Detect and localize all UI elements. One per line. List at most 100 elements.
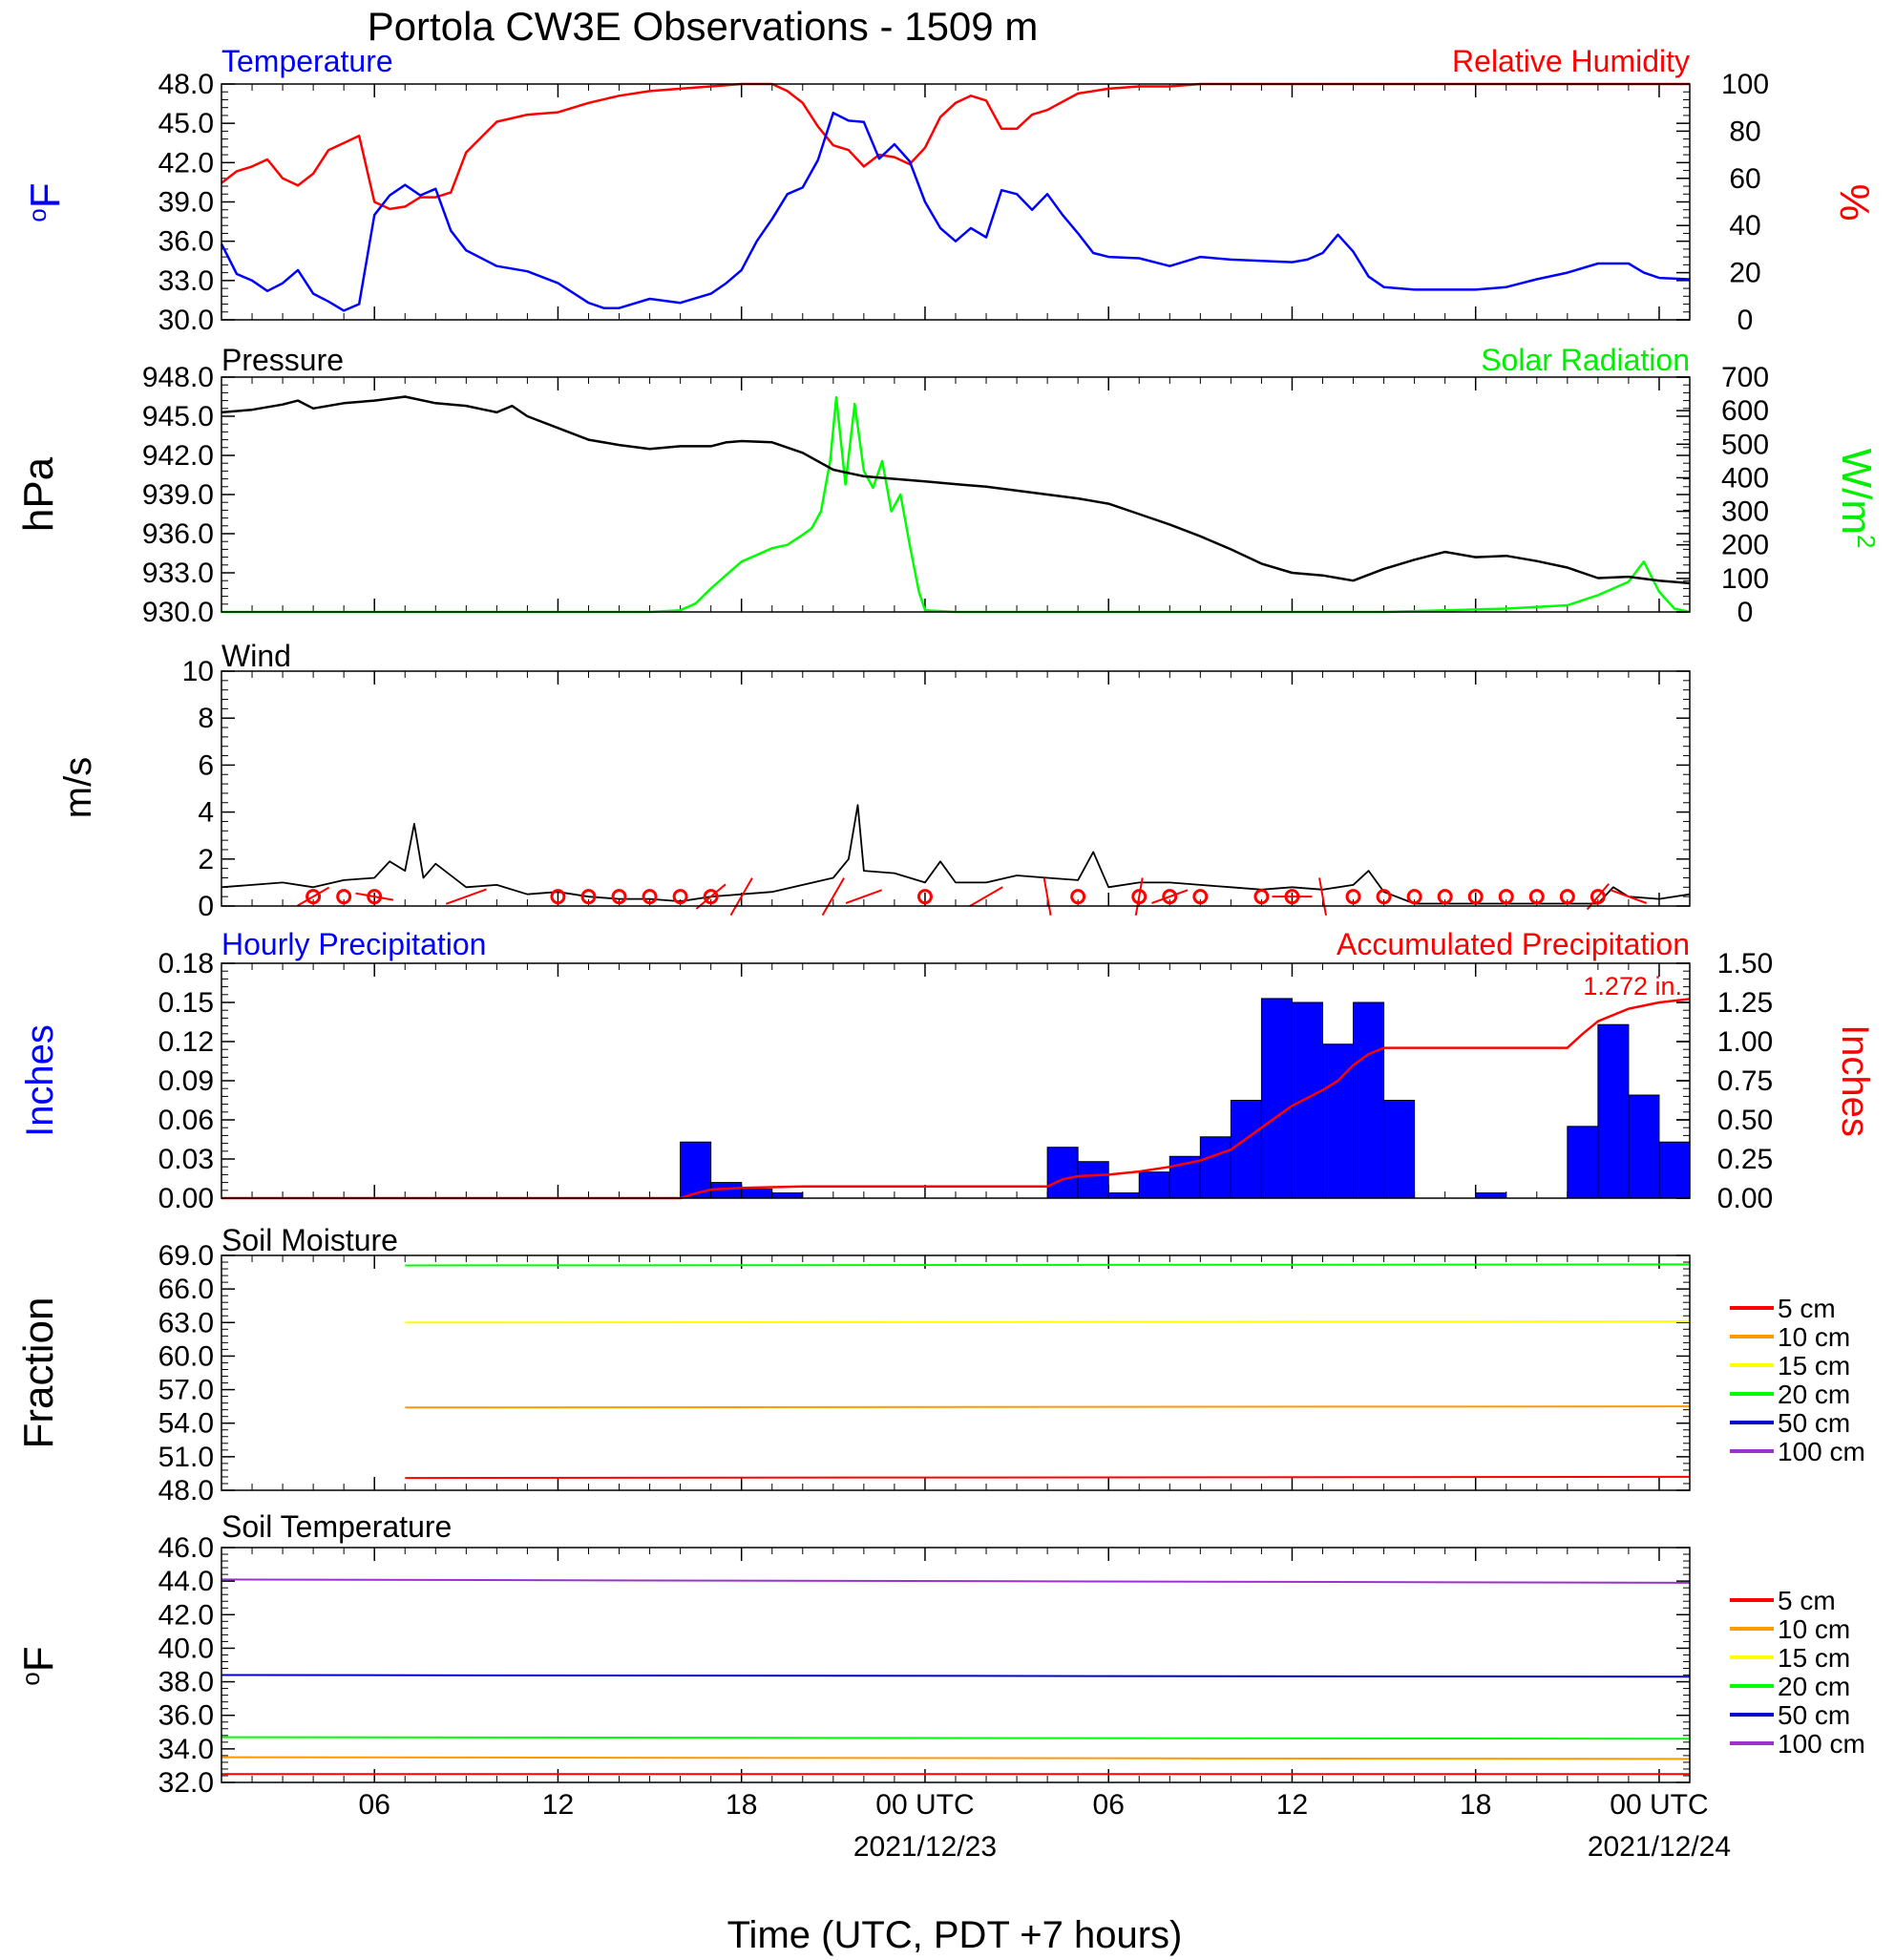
y-tick-label: 46.0 bbox=[158, 1532, 214, 1564]
y-tick-label: 100 bbox=[1721, 69, 1769, 100]
y-tick-label: 0.18 bbox=[158, 948, 214, 980]
x-tick-label: 18 bbox=[726, 1789, 757, 1821]
precip-bar bbox=[1629, 1095, 1659, 1198]
y-tick-label: 0.09 bbox=[158, 1065, 214, 1097]
y-tick-label: 200 bbox=[1721, 530, 1769, 561]
y-tick-label: 44.0 bbox=[158, 1566, 214, 1597]
y-tick-label: 48.0 bbox=[158, 69, 214, 100]
y-tick-label: 8 bbox=[198, 703, 214, 734]
soil-moisture-line bbox=[405, 1406, 1690, 1407]
y-tick-label: 40.0 bbox=[158, 1633, 214, 1664]
precip-bar bbox=[1261, 999, 1292, 1198]
y-tick-label: 933.0 bbox=[142, 558, 214, 589]
x-tick-label: 06 bbox=[359, 1789, 390, 1821]
y-tick-label: 48.0 bbox=[158, 1475, 214, 1507]
x-tick-label: 12 bbox=[542, 1789, 574, 1821]
y-tick-label: 0 bbox=[1737, 305, 1754, 336]
y-tick-label: 51.0 bbox=[158, 1442, 214, 1473]
y-tick-label: 4 bbox=[198, 797, 214, 829]
y-tick-label: 40 bbox=[1729, 210, 1760, 242]
y-tick-label: 936.0 bbox=[142, 518, 214, 550]
y-tick-label: 0.03 bbox=[158, 1144, 214, 1175]
precip-bar bbox=[1598, 1024, 1629, 1198]
legend-label: 15 cm bbox=[1778, 1643, 1850, 1673]
temperature-title: Temperature bbox=[221, 44, 393, 78]
legend-label: 50 cm bbox=[1778, 1408, 1850, 1438]
y-tick-label: 0.50 bbox=[1717, 1105, 1773, 1136]
y-tick-label: 600 bbox=[1721, 395, 1769, 427]
y-tick-label: 33.0 bbox=[158, 265, 214, 297]
precip-bar bbox=[1200, 1137, 1231, 1198]
y-tick-label: 36.0 bbox=[158, 1700, 214, 1732]
y-tick-label: 0.15 bbox=[158, 987, 214, 1019]
legend-label: 100 cm bbox=[1778, 1437, 1865, 1466]
y-tick-label: 1.50 bbox=[1717, 948, 1773, 980]
humidity-title: Relative Humidity bbox=[1452, 44, 1690, 78]
soil-moisture-line bbox=[405, 1477, 1690, 1478]
hourly-precip-title: Hourly Precipitation bbox=[221, 927, 486, 961]
legend-label: 5 cm bbox=[1778, 1294, 1836, 1323]
y-tick-label: 32.0 bbox=[158, 1767, 214, 1799]
accum-precip-title: Accumulated Precipitation bbox=[1337, 927, 1690, 961]
y-tick-label: 939.0 bbox=[142, 479, 214, 511]
y-tick-label: 69.0 bbox=[158, 1240, 214, 1272]
figure-title: Portola CW3E Observations - 1509 m bbox=[368, 4, 1039, 49]
y-tick-label: 60 bbox=[1729, 163, 1760, 195]
y-tick-label: 34.0 bbox=[158, 1734, 214, 1765]
x-date-label: 2021/12/23 bbox=[853, 1831, 997, 1863]
y-tick-label: 38.0 bbox=[158, 1667, 214, 1698]
precip-bar bbox=[742, 1189, 772, 1198]
y-tick-label: 0.00 bbox=[1717, 1183, 1773, 1214]
y-tick-label: 948.0 bbox=[142, 362, 214, 393]
precip-bar bbox=[1354, 1002, 1384, 1198]
y-tick-label: 20 bbox=[1729, 258, 1760, 289]
legend-label: 10 cm bbox=[1778, 1614, 1850, 1644]
pressure-axis-label: hPa bbox=[15, 456, 62, 532]
y-tick-label: 36.0 bbox=[158, 226, 214, 258]
y-tick-label: 54.0 bbox=[158, 1408, 214, 1440]
soil-moisture-title: Soil Moisture bbox=[221, 1223, 398, 1257]
y-tick-label: 6 bbox=[198, 749, 214, 781]
precip-total-label: 1.272 in. bbox=[1583, 972, 1682, 1001]
y-tick-label: 300 bbox=[1721, 496, 1769, 528]
solar-axis-label: W/m2 bbox=[1833, 449, 1881, 549]
x-date-label: 2021/12/24 bbox=[1588, 1831, 1731, 1863]
y-tick-label: 0 bbox=[1737, 597, 1754, 628]
x-tick-label: 00 UTC bbox=[875, 1789, 974, 1821]
legend-label: 20 cm bbox=[1778, 1672, 1850, 1701]
legend-label: 50 cm bbox=[1778, 1700, 1850, 1730]
wind-axis-label: m/s bbox=[57, 757, 99, 818]
legend-label: 10 cm bbox=[1778, 1322, 1850, 1352]
y-tick-label: 1.00 bbox=[1717, 1026, 1773, 1058]
legend-label: 100 cm bbox=[1778, 1729, 1865, 1759]
y-tick-label: 80 bbox=[1729, 116, 1760, 147]
y-tick-label: 945.0 bbox=[142, 401, 214, 432]
y-tick-label: 100 bbox=[1721, 563, 1769, 595]
solar-title: Solar Radiation bbox=[1481, 343, 1690, 377]
y-tick-label: 39.0 bbox=[158, 187, 214, 219]
y-tick-label: 0 bbox=[198, 891, 214, 922]
y-tick-label: 45.0 bbox=[158, 108, 214, 139]
legend-label: 5 cm bbox=[1778, 1586, 1836, 1615]
x-tick-label: 12 bbox=[1276, 1789, 1308, 1821]
precip-bar bbox=[1139, 1172, 1169, 1198]
y-tick-label: 0.00 bbox=[158, 1183, 214, 1214]
y-tick-label: 942.0 bbox=[142, 440, 214, 472]
y-tick-label: 0.12 bbox=[158, 1026, 214, 1058]
y-tick-label: 2 bbox=[198, 844, 214, 875]
soil-temperature-title: Soil Temperature bbox=[221, 1509, 452, 1544]
y-tick-label: 10 bbox=[182, 656, 214, 687]
y-tick-label: 66.0 bbox=[158, 1274, 214, 1305]
y-tick-label: 42.0 bbox=[158, 1599, 214, 1631]
precip-bar bbox=[1323, 1044, 1354, 1198]
y-tick-label: 0.75 bbox=[1717, 1065, 1773, 1097]
y-tick-label: 30.0 bbox=[158, 305, 214, 336]
x-tick-label: 06 bbox=[1093, 1789, 1125, 1821]
precip-bar bbox=[1384, 1101, 1415, 1199]
y-tick-label: 930.0 bbox=[142, 597, 214, 628]
wind-title: Wind bbox=[221, 639, 291, 673]
precip-bar bbox=[1568, 1127, 1598, 1198]
y-tick-label: 500 bbox=[1721, 429, 1769, 460]
soil-moisture-line bbox=[405, 1321, 1690, 1322]
